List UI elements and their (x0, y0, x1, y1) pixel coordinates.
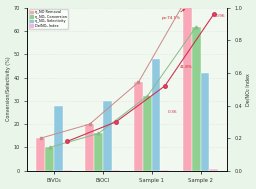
Bar (63, 170, 71, 171)
Bar (112, 170, 120, 171)
Bar (152, 59, 161, 171)
Bar (54, 105, 63, 171)
Bar (161, 170, 169, 171)
Y-axis label: Conversion/Selectivity (%): Conversion/Selectivity (%) (6, 57, 10, 122)
Text: 0.36: 0.36 (167, 110, 177, 114)
Legend: η_NO Removal, η_NO₂ Conversion, η_NO₂ Selectivity, De/NO₂ Index: η_NO Removal, η_NO₂ Conversion, η_NO₂ Se… (29, 9, 68, 29)
Text: p=74.5%: p=74.5% (162, 9, 184, 20)
Bar (94, 133, 103, 171)
Bar (134, 82, 143, 171)
Y-axis label: De/NO₂ Index: De/NO₂ Index (246, 73, 250, 105)
Text: 0.96: 0.96 (216, 14, 226, 18)
Bar (45, 147, 54, 171)
Bar (143, 96, 152, 171)
Bar (183, 0, 192, 171)
Text: 41.8%: 41.8% (179, 65, 192, 69)
Bar (201, 73, 209, 171)
Bar (85, 124, 94, 171)
Bar (103, 101, 112, 171)
Bar (209, 169, 218, 171)
Bar (192, 27, 201, 171)
Bar (36, 138, 45, 171)
